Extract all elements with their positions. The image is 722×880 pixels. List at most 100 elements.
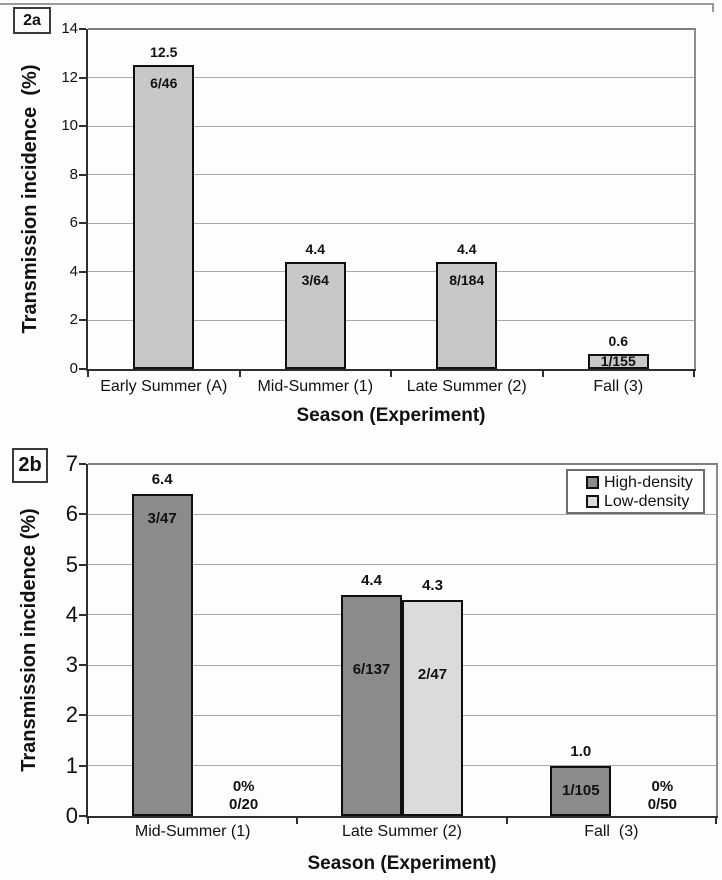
y-tick-label: 6 (65, 501, 78, 527)
x-axis-line (86, 369, 696, 371)
y-tick-label: 8 (69, 165, 78, 183)
bar-value-label: 6.4 (151, 471, 173, 489)
bar-high-density-2 (550, 765, 612, 816)
y-tick-mark (79, 173, 86, 176)
panel-2a-chart: 2a Transmission incidence (%) 0 2 4 6 8 10 12 14 1… (13, 7, 696, 426)
x-tick-mark (238, 371, 241, 377)
bar-fraction-label: 2/47 (417, 665, 448, 683)
bar-fraction-label: 8/184 (449, 272, 485, 289)
bar-fraction-label: 6/46 (150, 75, 178, 92)
bar-fraction-label: 3/64 (301, 272, 329, 289)
bar-value-label: 12.5 (150, 44, 178, 61)
legend-label: High-density (604, 474, 693, 491)
y-tick-mark (79, 76, 86, 79)
legend-swatch-high-density (586, 476, 599, 489)
x-axis-title: Season (Experiment) (296, 405, 486, 426)
bar-s0-1 (284, 262, 346, 369)
zero-fraction-label: 0/20 (229, 796, 259, 813)
y-tick-mark (79, 368, 86, 370)
x-category-label: Late Summer (2) (341, 823, 463, 840)
bar-value-label: 4.3 (422, 576, 443, 594)
plot-border-right (694, 29, 696, 369)
x-tick-mark (390, 371, 392, 377)
y-tick-label: 4 (69, 262, 78, 280)
x-tick-mark (505, 818, 508, 824)
y-tick-mark (79, 125, 86, 128)
y-tick-label: 7 (65, 451, 78, 476)
x-tick-mark (87, 818, 89, 824)
x-category-label: Late Summer (2) (406, 378, 527, 395)
y-tick-mark (79, 714, 86, 717)
plot-border-top (88, 28, 696, 30)
y-tick-mark (79, 28, 86, 30)
scan-border-top (0, 3, 713, 5)
bar-fraction-label: 1/105 (562, 781, 600, 799)
panel-label-box: 2a (13, 7, 51, 34)
y-tick-label: 4 (65, 601, 78, 627)
y-tick-mark (79, 563, 86, 566)
bar-fraction-label: 3/47 (147, 510, 177, 528)
bar-fraction-label: 1/155 (600, 352, 636, 369)
bar-value-label: 4.4 (305, 241, 325, 258)
bar-value-label: 1.0 (570, 742, 592, 760)
panel-label-box: 2b (12, 448, 48, 483)
y-tick-label: 10 (61, 117, 78, 135)
x-category-label: Fall (3) (593, 378, 644, 395)
x-category-label: Fall (3) (584, 823, 639, 840)
y-tick-label: 2 (69, 311, 78, 329)
bar-s0-3 (587, 354, 649, 369)
plot-border-top (88, 463, 718, 465)
y-tick-label: 2 (65, 702, 78, 728)
y-tick-mark (79, 222, 86, 225)
gridline (88, 564, 716, 566)
y-tick-label: 14 (61, 20, 78, 37)
y-tick-mark (79, 513, 86, 516)
bar-high-density-0 (131, 494, 193, 816)
y-tick-label: 0 (69, 360, 78, 377)
y-tick-mark (79, 613, 86, 616)
gridline (88, 222, 694, 224)
x-category-label: Mid-Summer (1) (134, 823, 251, 840)
zero-value-label: 0% (651, 778, 674, 795)
plot-border-right (716, 464, 718, 816)
zero-value-label: 0% (232, 778, 255, 795)
y-tick-label: 1 (65, 752, 78, 778)
y-tick-mark (79, 764, 86, 767)
legend-entry-high-density: High-density (586, 474, 701, 491)
x-tick-mark (296, 818, 299, 824)
legend-entry-low-density: Low-density (586, 493, 701, 510)
gridline (88, 125, 694, 127)
x-tick-mark (541, 371, 544, 377)
panel-2b-chart: 2b Transmission incidence (%) 0 1 2 3 4 5 6 7 6.4 3… (0, 440, 722, 880)
y-tick-label: 6 (69, 214, 78, 232)
bar-value-label: 4.4 (457, 241, 477, 258)
legend-label: Low-density (604, 493, 690, 510)
scan-border-corner (712, 3, 714, 12)
bar-high-density-1 (341, 594, 402, 816)
x-axis-title: Season (Experiment) (307, 853, 497, 874)
y-axis-line (86, 29, 88, 371)
y-tick-label: 12 (61, 68, 78, 86)
x-tick-mark (87, 371, 89, 377)
y-axis-line (86, 464, 88, 818)
x-category-label: Early Summer (A) (100, 378, 228, 395)
bar-value-label: 0.6 (608, 333, 628, 350)
y-tick-label: 3 (65, 652, 78, 678)
x-tick-mark (715, 818, 717, 824)
bar-fraction-label: 6/137 (352, 660, 391, 678)
bar-value-label: 4.4 (361, 571, 382, 589)
gridline (88, 513, 716, 515)
y-tick-mark (79, 270, 86, 273)
y-tick-label: 5 (65, 551, 78, 577)
y-tick-mark (79, 319, 86, 322)
bar-s0-2 (436, 262, 498, 369)
zero-fraction-label: 0/50 (647, 796, 677, 813)
x-tick-mark (693, 371, 695, 377)
gridline (88, 174, 694, 176)
gridline (88, 77, 694, 79)
x-axis-line (86, 816, 718, 818)
y-tick-label: 0 (65, 803, 78, 828)
x-category-label: Mid-Summer (1) (257, 378, 374, 395)
gridline (88, 271, 694, 273)
